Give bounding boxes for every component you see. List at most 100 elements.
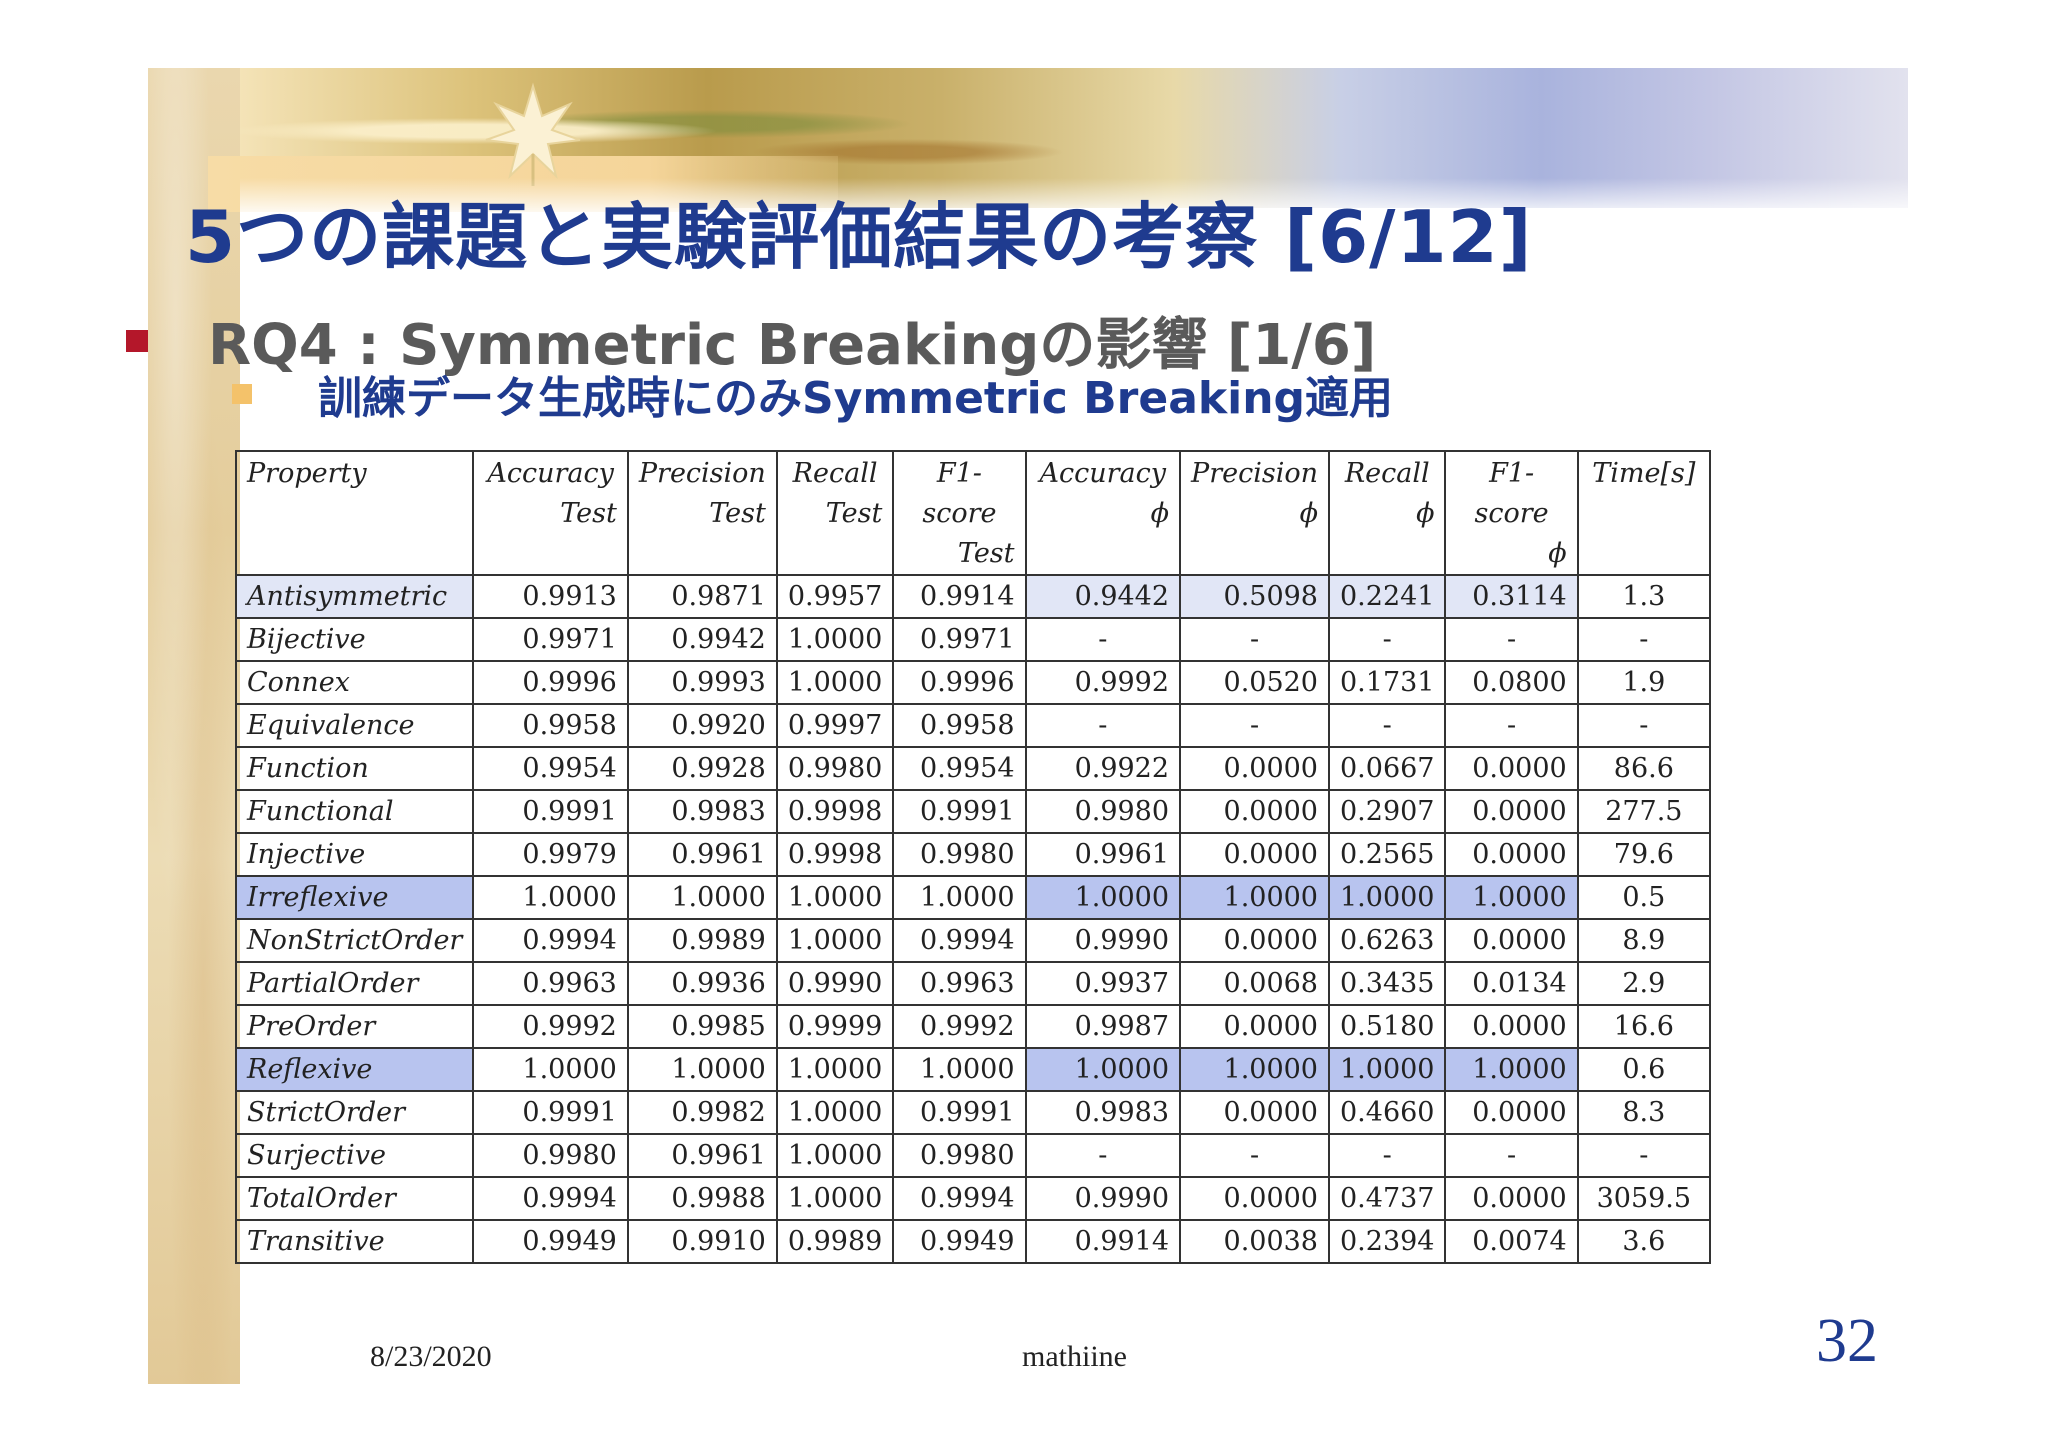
value-cell: 0.9994	[892, 918, 1027, 963]
value-cell: 0.9958	[472, 703, 629, 748]
footer-author: mathiine	[1022, 1340, 1127, 1373]
value-cell: -	[1444, 617, 1579, 662]
slide-title: 5つの課題と実験評価結果の考察 [6/12]	[185, 195, 1533, 279]
table-row: StrictOrder 0.9991 0.9982 1.0000 0.9991 0.998…	[234, 1090, 1712, 1135]
value-cell: 2.9	[1576, 961, 1712, 1006]
table-body: Antisymmetric 0.9913 0.9871 0.9957 0.9914 0.9…	[234, 574, 1712, 1264]
value-cell: -	[1576, 617, 1712, 662]
property-cell: Functional	[234, 789, 475, 834]
value-cell: 0.9997	[775, 703, 895, 748]
value-cell: 1.3	[1576, 574, 1712, 619]
value-cell: 0.0134	[1444, 961, 1579, 1006]
value-cell: 1.0000	[775, 1133, 895, 1178]
value-cell: 0.9994	[892, 1176, 1027, 1221]
property-cell: Injective	[234, 832, 475, 877]
table-row: Surjective 0.9980 0.9961 1.0000 0.9980- - - - -	[234, 1133, 1712, 1178]
value-cell: 1.0000	[472, 875, 629, 920]
value-cell: 0.0000	[1179, 789, 1330, 834]
value-cell: 0.9871	[626, 574, 778, 619]
value-cell: 0.9991	[892, 789, 1027, 834]
property-cell: StrictOrder	[234, 1090, 475, 1135]
bullet-level-2-text: 訓練データ生成時にのみSymmetric Breaking適用	[318, 373, 1394, 424]
header-banner-fade	[240, 178, 1908, 218]
value-cell: 0.9957	[775, 574, 895, 619]
table-row: Injective 0.9979 0.9961 0.9998 0.9980 0.9961 0…	[234, 832, 1712, 877]
value-cell: 0.9992	[1024, 660, 1182, 705]
value-cell: 0.9980	[1024, 789, 1182, 834]
value-cell: 0.9949	[892, 1219, 1027, 1264]
column-header-line2: ϕ	[1416, 498, 1435, 529]
value-cell: -	[1024, 1133, 1182, 1178]
value-cell: 1.0000	[1327, 1047, 1447, 1092]
value-cell: -	[1179, 703, 1330, 748]
bullet-level-1: RQ4 : Symmetric Breakingの影響 [1/6]	[126, 300, 1376, 381]
value-cell: 1.0000	[1444, 1047, 1579, 1092]
property-cell: Equivalence	[234, 703, 475, 748]
property-cell: TotalOrder	[234, 1176, 475, 1221]
value-cell: 0.9979	[472, 832, 629, 877]
value-cell: 0.9996	[472, 660, 629, 705]
value-cell: 0.3435	[1327, 961, 1447, 1006]
property-cell: Antisymmetric	[234, 574, 475, 619]
red-square-bullet-icon	[126, 329, 148, 352]
property-cell: Bijective	[234, 617, 475, 662]
column-header: Property	[234, 450, 475, 576]
value-cell: 8.9	[1576, 918, 1712, 963]
value-cell: 0.9958	[892, 703, 1027, 748]
value-cell: -	[1444, 703, 1579, 748]
value-cell: 0.9961	[626, 1133, 778, 1178]
column-header: Time[s]	[1576, 450, 1712, 576]
value-cell: 0.2394	[1327, 1219, 1447, 1264]
table-row: PartialOrder 0.9963 0.9936 0.9990 0.9963 0.99…	[234, 961, 1712, 1006]
value-cell: 0.0800	[1444, 660, 1579, 705]
value-cell: 1.0000	[892, 875, 1027, 920]
value-cell: 8.3	[1576, 1090, 1712, 1135]
value-cell: 0.0038	[1179, 1219, 1330, 1264]
value-cell: 0.9990	[775, 961, 895, 1006]
column-header: Recall ϕ	[1327, 450, 1447, 576]
value-cell: 0.9992	[892, 1004, 1027, 1049]
value-cell: 0.9996	[892, 660, 1027, 705]
value-cell: 1.0000	[1024, 875, 1182, 920]
results-table: Property Accuracy Test Precision Test Recall T…	[234, 450, 1712, 1264]
value-cell: 0.4660	[1327, 1090, 1447, 1135]
column-header-line1: Precision	[1191, 458, 1318, 489]
value-cell: -	[1576, 703, 1712, 748]
column-header-line2: Test	[957, 538, 1015, 569]
column-header-line2: ϕ	[1150, 498, 1170, 529]
property-cell: PartialOrder	[234, 961, 475, 1006]
column-header-line1: Accuracy	[487, 458, 614, 489]
value-cell: 0.9942	[626, 617, 778, 662]
value-cell: 0.9998	[775, 832, 895, 877]
value-cell: 0.9913	[472, 574, 629, 619]
value-cell: 0.9937	[1024, 961, 1182, 1006]
value-cell: 0.9991	[472, 789, 629, 834]
value-cell: 0.9994	[472, 918, 629, 963]
page-number: 32	[1816, 1307, 1878, 1375]
value-cell: 1.0000	[775, 660, 895, 705]
value-cell: 0.0520	[1179, 660, 1330, 705]
value-cell: -	[1576, 1133, 1712, 1178]
value-cell: -	[1444, 1133, 1579, 1178]
value-cell: 0.0000	[1179, 918, 1330, 963]
value-cell: 0.9985	[626, 1004, 778, 1049]
value-cell: 0.9998	[775, 789, 895, 834]
value-cell: 0.9992	[472, 1004, 629, 1049]
bullet-level-2: 訓練データ生成時にのみSymmetric Breaking適用	[232, 362, 1393, 426]
column-header-line2: Test	[709, 498, 766, 529]
value-cell: 3059.5	[1576, 1176, 1712, 1221]
column-header-line1: Recall	[1344, 458, 1430, 489]
value-cell: 0.9961	[1024, 832, 1182, 877]
value-cell: 0.9987	[1024, 1004, 1182, 1049]
table-row: Function 0.9954 0.9928 0.9980 0.9954 0.9922 0.…	[234, 746, 1712, 791]
value-cell: 1.0000	[775, 617, 895, 662]
column-header-line1: Precision	[638, 458, 766, 489]
value-cell: -	[1327, 1133, 1447, 1178]
table-row: Antisymmetric 0.9913 0.9871 0.9957 0.9914 0.9…	[234, 574, 1712, 619]
value-cell: 0.2907	[1327, 789, 1447, 834]
left-texture-strip	[148, 68, 240, 1384]
value-cell: 0.9963	[892, 961, 1027, 1006]
table-row: PreOrder 0.9992 0.9985 0.9999 0.9992 0.9987 0.…	[234, 1004, 1712, 1049]
table-row: TotalOrder 0.9994 0.9988 1.0000 0.9994 0.9990…	[234, 1176, 1712, 1221]
value-cell: 0.9971	[892, 617, 1027, 662]
